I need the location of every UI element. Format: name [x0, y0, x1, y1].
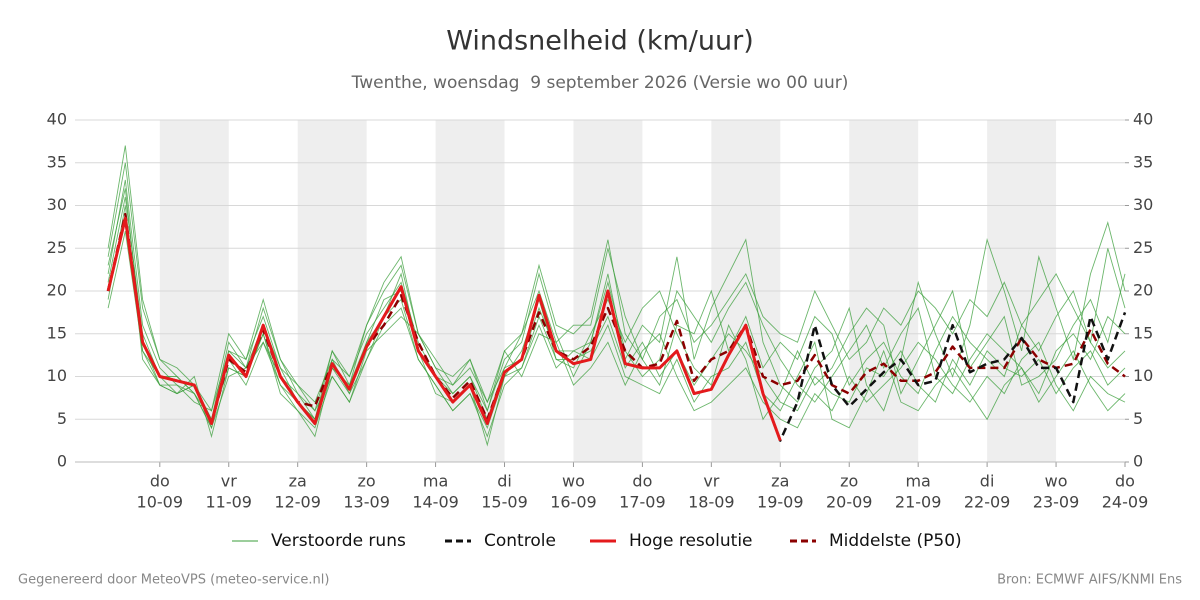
ensemble-line	[107, 145, 1126, 412]
y-tick-label: 40	[47, 110, 67, 129]
y-tick-label: 25	[47, 238, 67, 257]
y2-tick-label: 25	[1133, 238, 1153, 257]
x-tick-weekday: do	[632, 472, 652, 491]
ensemble-line	[107, 222, 1126, 429]
x-tick-weekday: wo	[562, 472, 585, 491]
x-tick-weekday: vr	[221, 472, 237, 491]
x-tick-label: 23-09	[1033, 493, 1080, 512]
ensemble-line	[107, 179, 1126, 412]
x-tick-weekday: ma	[423, 472, 448, 491]
x-tick-weekday: zo	[840, 472, 858, 491]
x-tick-label: 13-09	[343, 493, 390, 512]
y-tick-label: 35	[47, 152, 67, 171]
y-tick-label: 30	[47, 195, 67, 214]
ensemble-line	[107, 188, 1126, 430]
y-tick-label: 15	[47, 323, 67, 342]
y2-tick-label: 30	[1133, 195, 1153, 214]
plot-area	[75, 119, 1125, 463]
x-tick-weekday: vr	[703, 472, 719, 491]
legend-label: Hoge resolutie	[629, 531, 753, 551]
x-tick-label: 12-09	[274, 493, 321, 512]
x-tick-label: 10-09	[137, 493, 184, 512]
y-tick-label: 0	[57, 452, 67, 471]
x-tick-label: 14-09	[412, 493, 459, 512]
x-tick-label: 17-09	[619, 493, 666, 512]
y2-tick-label: 40	[1133, 110, 1153, 129]
x-tick-weekday: do	[150, 472, 170, 491]
x-tick-label: 20-09	[826, 493, 873, 512]
x-tick-label: 24-09	[1102, 493, 1149, 512]
series-line	[106, 216, 782, 442]
y2-tick-label: 35	[1133, 152, 1153, 171]
chart-subtitle: Twenthe, woensdag 9 september 2026 (Vers…	[351, 73, 849, 93]
x-tick-weekday: zo	[358, 472, 376, 491]
y-tick-label: 10	[47, 366, 67, 385]
x-tick-label: 15-09	[481, 493, 528, 512]
x-tick-weekday: za	[289, 472, 307, 491]
x-tick-weekday: wo	[1045, 472, 1068, 491]
y2-tick-label: 0	[1133, 452, 1143, 471]
y2-tick-label: 5	[1133, 409, 1143, 428]
y-tick-label: 20	[47, 281, 67, 300]
x-tick-weekday: di	[497, 472, 512, 491]
x-tick-label: 18-09	[688, 493, 735, 512]
x-tick-weekday: di	[980, 472, 995, 491]
footer-left: Gegenereerd door MeteoVPS (meteo-service…	[18, 573, 329, 588]
x-tick-label: 19-09	[757, 493, 804, 512]
y2-tick-label: 20	[1133, 281, 1153, 300]
x-tick-label: 16-09	[550, 493, 597, 512]
legend-label: Middelste (P50)	[829, 531, 962, 551]
x-tick-label: 22-09	[964, 493, 1011, 512]
legend-label: Verstoorde runs	[271, 531, 406, 551]
x-tick-label: 11-09	[205, 493, 252, 512]
footer-right: Bron: ECMWF AIFS/KNMI Ens	[997, 573, 1182, 588]
y2-tick-label: 15	[1133, 323, 1153, 342]
chart-title: Windsnelheid (km/uur)	[446, 26, 754, 57]
legend-label: Controle	[484, 531, 556, 551]
y-tick-label: 5	[57, 409, 67, 428]
y2-tick-label: 10	[1133, 366, 1153, 385]
x-tick-weekday: za	[771, 472, 789, 491]
x-tick-label: 21-09	[895, 493, 942, 512]
x-tick-weekday: ma	[905, 472, 930, 491]
x-tick-weekday: do	[1115, 472, 1135, 491]
ensemble-line	[107, 205, 1126, 439]
